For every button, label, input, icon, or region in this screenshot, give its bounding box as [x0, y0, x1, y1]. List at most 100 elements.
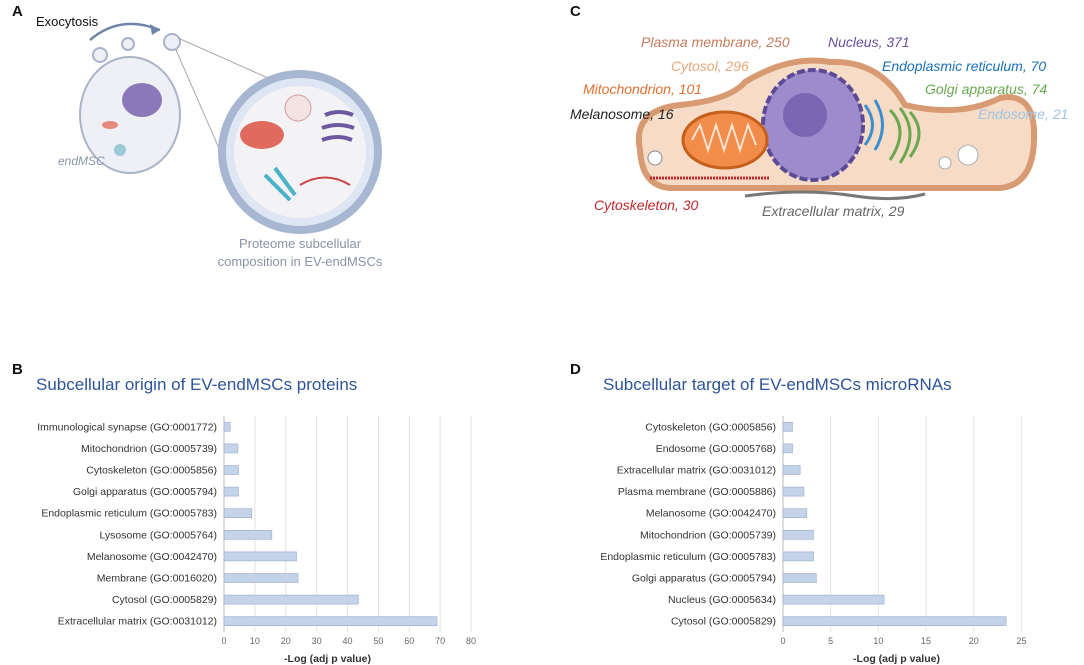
category-label: Mitochondrion (GO:0005739): [640, 529, 776, 541]
category-label: Cytoskeleton (GO:0005856): [86, 465, 217, 477]
caption: composition in EV-endMSCs: [218, 254, 383, 269]
cell: [79, 56, 181, 174]
x-tick-label: 0: [780, 636, 785, 646]
cell-label: endMSC: [58, 154, 105, 168]
endosome: [957, 144, 979, 166]
bar: [782, 465, 801, 475]
x-tick-label: 0: [221, 636, 226, 646]
vesicle: [163, 33, 181, 51]
bar: [782, 508, 808, 519]
organelle-label: Nucleus, 371: [828, 34, 910, 50]
arrow-head: [150, 24, 160, 35]
category-label: Extracellular matrix (GO:0031012): [617, 465, 776, 477]
bar: [782, 529, 814, 540]
mitochondrion: [240, 121, 284, 149]
category-label: Endoplasmic reticulum (GO:0005783): [41, 508, 217, 520]
organelle-label: Extracellular matrix, 29: [762, 203, 905, 219]
panel-label: C: [570, 3, 581, 20]
endosome: [938, 156, 952, 170]
x-tick-label: 80: [466, 636, 476, 646]
x-tick-label: 70: [435, 636, 445, 646]
x-axis-label: -Log (adj p value): [284, 653, 371, 665]
x-tick-label: 15: [921, 636, 931, 646]
chart-title: Subcellular origin of EV-endMSCs protein…: [36, 375, 357, 394]
category-label: Membrane (GO:0016020): [97, 573, 217, 585]
cristae: [691, 121, 757, 154]
category-label: Melanosome (GO:0042470): [87, 551, 217, 563]
category-label: Melanosome (GO:0042470): [646, 508, 776, 520]
arrow-label: Exocytosis: [36, 14, 99, 29]
diagram-c: [635, 57, 1038, 201]
category-label: Nucleus (GO:0005634): [668, 594, 776, 606]
x-tick-label: 20: [969, 636, 979, 646]
organelle-label: Cytoskeleton, 30: [594, 197, 698, 213]
diagram-a: [79, 22, 382, 234]
x-tick-label: 25: [1016, 636, 1026, 646]
bar: [223, 594, 359, 605]
ecm: [744, 190, 926, 201]
x-tick-label: 20: [281, 636, 291, 646]
category-label: Cytoskeleton (GO:0005856): [645, 421, 776, 433]
organelle-label: Endoplasmic reticulum, 70: [882, 58, 1046, 74]
category-label: Cytosol (GO:0005829): [671, 616, 776, 628]
chart-title: Subcellular target of EV-endMSCs microRN…: [603, 375, 952, 394]
bar: [782, 486, 805, 497]
vesicle: [284, 94, 312, 122]
category-label: Golgi apparatus (GO:0005794): [73, 486, 217, 498]
er: [321, 110, 355, 142]
organelle-label: Mitochondrion, 101: [583, 81, 702, 97]
organelle-label: Plasma membrane, 250: [641, 34, 790, 50]
mitochondrion: [681, 110, 769, 170]
golgi: [888, 107, 921, 164]
x-axis-label: -Log (adj p value): [853, 653, 940, 665]
bar: [223, 465, 239, 475]
bar: [223, 486, 239, 497]
organelle: [114, 144, 126, 156]
panel-label: B: [12, 361, 23, 378]
x-tick-label: 5: [828, 636, 833, 646]
x-tick-label: 40: [342, 636, 352, 646]
vesicle: [121, 37, 135, 51]
organelle-label: Endosome, 21: [978, 106, 1068, 122]
vesicle: [92, 47, 108, 63]
nucleolus: [783, 93, 827, 137]
x-tick-label: 30: [312, 636, 322, 646]
bar: [223, 508, 253, 519]
zoom-line: [177, 37, 269, 79]
bar: [223, 551, 297, 562]
category-label: Immunological synapse (GO:0001772): [37, 421, 217, 433]
cytoskeleton: [263, 166, 297, 202]
x-tick-label: 50: [373, 636, 383, 646]
x-tick-label: 60: [404, 636, 414, 646]
er: [863, 99, 884, 151]
category-label: Cytosol (GO:0005829): [112, 594, 217, 606]
bar: [782, 421, 793, 432]
bar: [782, 616, 1007, 627]
category-label: Endoplasmic reticulum (GO:0005783): [600, 551, 776, 563]
fiber: [299, 176, 351, 186]
bar: [782, 551, 814, 562]
organelle-label: Cytosol, 296: [671, 58, 749, 74]
bar: [223, 443, 239, 454]
nucleus: [122, 83, 162, 117]
organelle: [102, 121, 118, 129]
category-label: Lysosome (GO:0005764): [99, 529, 217, 541]
category-label: Golgi apparatus (GO:0005794): [632, 573, 776, 585]
panel-label: A: [12, 3, 23, 20]
melanosome: [647, 150, 663, 166]
bar: [223, 616, 438, 627]
bar: [782, 443, 793, 454]
category-label: Mitochondrion (GO:0005739): [81, 443, 217, 455]
category-label: Extracellular matrix (GO:0031012): [58, 616, 217, 628]
organelle-label: Golgi apparatus, 74: [925, 81, 1047, 97]
organelle-label: Melanosome, 16: [570, 106, 674, 122]
panel-label: D: [570, 361, 581, 378]
category-label: Plasma membrane (GO:0005886): [618, 486, 776, 498]
x-tick-label: 10: [250, 636, 260, 646]
bar: [223, 421, 231, 432]
bar: [223, 529, 273, 540]
caption: Proteome subcellular: [239, 236, 362, 251]
category-label: Endosome (GO:0005768): [656, 443, 776, 455]
bar: [782, 573, 817, 583]
